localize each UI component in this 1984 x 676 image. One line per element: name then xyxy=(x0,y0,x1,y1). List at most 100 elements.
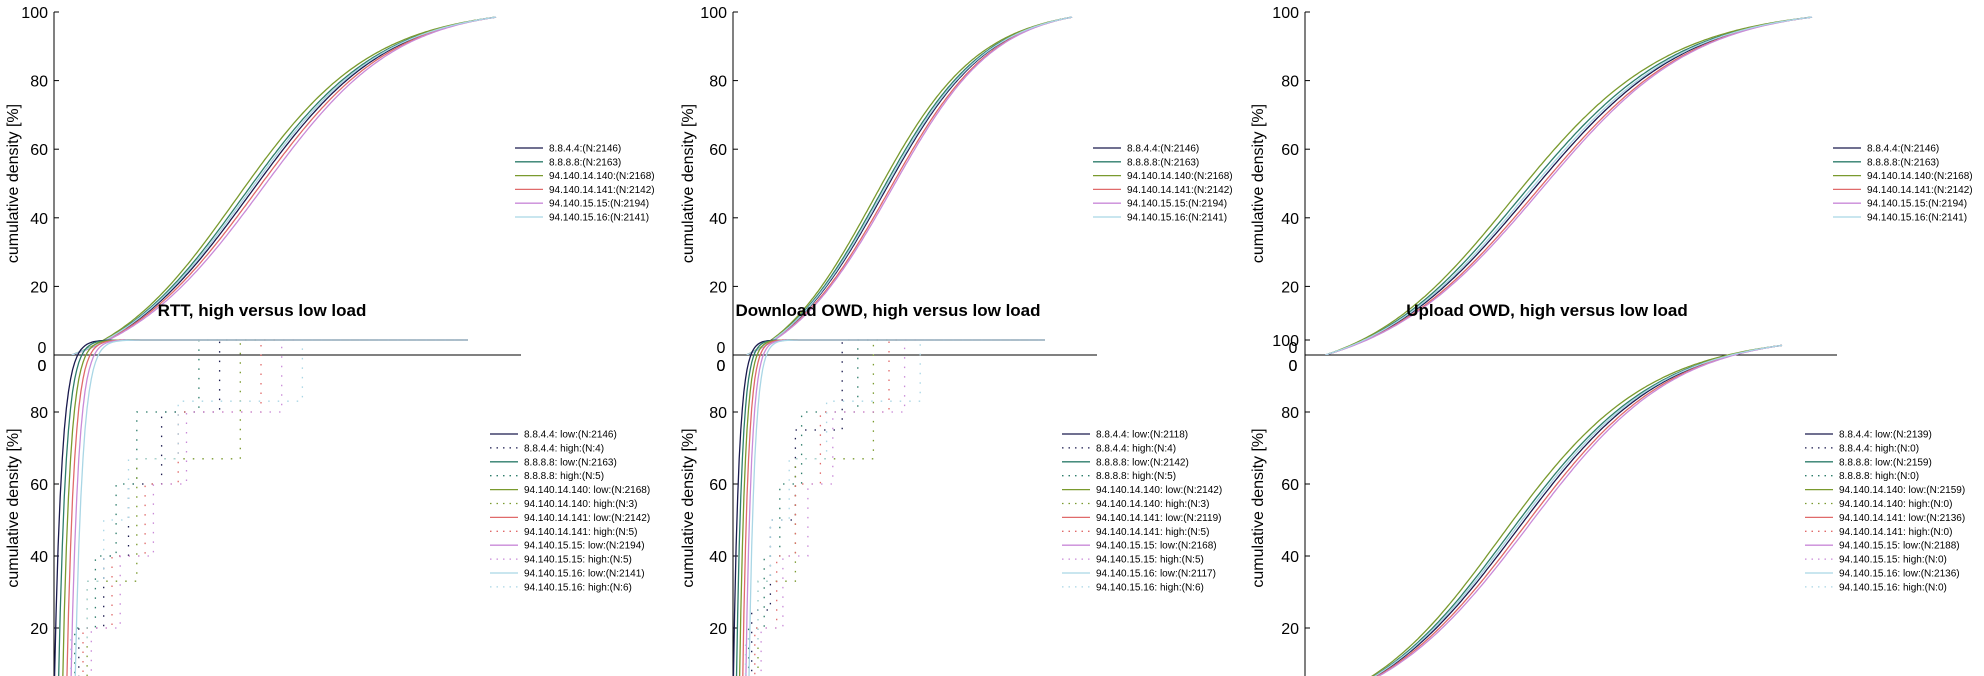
plot-area xyxy=(746,16,1073,355)
legend-label: 8.8.4.4: low:(N:2118) xyxy=(1096,430,1188,441)
legend-label: 94.140.14.141: low:(N:2119) xyxy=(1096,513,1221,524)
y-tick-label: 60 xyxy=(30,477,48,494)
series-line xyxy=(1376,344,1783,676)
legend-label: 94.140.14.141: high:(N:5) xyxy=(1096,527,1209,538)
legend-label: 94.140.14.141: low:(N:2136) xyxy=(1839,513,1965,524)
series-line xyxy=(1325,16,1813,355)
legend-label: 94.140.14.140:(N:2168) xyxy=(549,171,655,182)
legend-label: 94.140.15.16: low:(N:2141) xyxy=(524,569,645,580)
y-tick-label: 40 xyxy=(709,211,727,228)
series-line xyxy=(1374,344,1783,676)
legend-label: 8.8.4.4:(N:2146) xyxy=(1127,144,1199,155)
legend-label: 94.140.14.141:(N:2142) xyxy=(549,185,655,196)
legend: 8.8.4.4: low:(N:2139) 8.8.4.4: high:(N:0)… xyxy=(1805,430,1965,593)
y-tick-label: 80 xyxy=(709,405,727,422)
legend-label: 94.140.15.15: high:(N:5) xyxy=(524,555,632,566)
legend-label: 94.140.15.16:(N:2141) xyxy=(549,213,649,224)
y-tick-label: 80 xyxy=(1281,405,1299,422)
legend-label: 94.140.14.141: high:(N:0) xyxy=(1839,527,1952,538)
series-line xyxy=(70,339,468,676)
series-line xyxy=(746,16,1073,355)
chart-panel-5: 20 40 60 80 0 cumulative density [%] Download … xyxy=(680,301,1222,676)
y-tick-label: 40 xyxy=(1281,549,1299,566)
y-tick-label: 40 xyxy=(1281,211,1299,228)
legend-label: 8.8.4.4: low:(N:2146) xyxy=(524,430,617,441)
legend-label: 94.140.14.140:(N:2168) xyxy=(1127,171,1233,182)
legend-label: 94.140.14.141:(N:2142) xyxy=(1127,185,1233,196)
y-tick-label: 60 xyxy=(1281,477,1299,494)
plot-area xyxy=(53,339,468,676)
legend-label: 94.140.14.140: high:(N:0) xyxy=(1839,499,1952,510)
y-tick-label: 60 xyxy=(1281,142,1299,159)
series-line xyxy=(62,339,468,676)
legend-label: 94.140.15.16: high:(N:0) xyxy=(1839,582,1947,593)
series-line xyxy=(746,16,1073,355)
legend-label: 94.140.14.140: low:(N:2142) xyxy=(1096,485,1222,496)
legend-label: 8.8.4.4:(N:2146) xyxy=(1867,144,1939,155)
x-tick-label: 0 xyxy=(717,340,726,357)
plot-area xyxy=(71,16,497,355)
x-tick-label: 0 xyxy=(1289,358,1298,375)
y-tick-label: 20 xyxy=(1281,621,1299,638)
legend: 8.8.4.4: low:(N:2146) 8.8.4.4: high:(N:4)… xyxy=(490,430,650,593)
y-tick-label: 20 xyxy=(30,279,48,296)
series-line xyxy=(1377,344,1783,676)
y-tick-label: 20 xyxy=(709,279,727,296)
series-line xyxy=(58,339,468,676)
legend-label: 8.8.4.4: low:(N:2139) xyxy=(1839,430,1932,441)
series-line xyxy=(1373,344,1783,676)
y-axis-label: cumulative density [%] xyxy=(680,428,697,587)
legend: 8.8.4.4: low:(N:2118) 8.8.4.4: high:(N:4)… xyxy=(1062,430,1222,593)
y-tick-label: 100 xyxy=(1272,5,1299,22)
y-tick-label: 60 xyxy=(709,142,727,159)
x-tick-label: 0 xyxy=(38,340,47,357)
y-tick-label: 60 xyxy=(30,142,48,159)
series-step-dotted xyxy=(86,339,468,676)
y-tick-label: 100 xyxy=(700,5,727,22)
y-tick-label: 20 xyxy=(30,621,48,638)
legend-label: 94.140.15.15: low:(N:2188) xyxy=(1839,541,1960,552)
series-step-dotted xyxy=(82,339,468,676)
legend-label: 94.140.14.141:(N:2142) xyxy=(1867,185,1973,196)
legend-label: 8.8.8.8:(N:2163) xyxy=(1127,157,1199,168)
x-tick-label: 0 xyxy=(38,358,47,375)
series-line xyxy=(1325,16,1813,355)
series-step-dotted xyxy=(74,339,468,676)
y-axis-label: cumulative density [%] xyxy=(5,104,22,263)
series-line xyxy=(74,339,468,676)
y-tick-label: 80 xyxy=(1281,74,1299,91)
legend-label: 94.140.14.140: high:(N:3) xyxy=(524,499,637,510)
legend: 8.8.4.4:(N:2146) 8.8.8.8:(N:2163) 94.140.1… xyxy=(1833,144,1973,224)
y-tick-label: 100 xyxy=(1272,333,1299,350)
x-tick-label: 0 xyxy=(1289,340,1298,357)
y-tick-label: 80 xyxy=(709,74,727,91)
legend-label: 8.8.4.4: high:(N:4) xyxy=(1096,443,1176,454)
legend-label: 94.140.15.15: low:(N:2168) xyxy=(1096,541,1217,552)
y-tick-label: 80 xyxy=(30,405,48,422)
series-line xyxy=(71,16,497,355)
legend-label: 94.140.14.140: high:(N:3) xyxy=(1096,499,1209,510)
series-step-dotted xyxy=(90,339,468,676)
y-axis-label: cumulative density [%] xyxy=(5,428,22,587)
plot-area xyxy=(732,339,1045,676)
chart-title: Download OWD, high versus low load xyxy=(735,301,1040,320)
y-tick-label: 20 xyxy=(709,621,727,638)
x-tick-label: 0 xyxy=(717,358,726,375)
legend-label: 8.8.8.8: high:(N:5) xyxy=(1096,471,1176,482)
series-line xyxy=(1371,344,1783,676)
chart-panel-1: 20 40 60 80 100 00 cumulative density [%] 8.8.4… xyxy=(5,5,655,375)
legend-label: 8.8.8.8:(N:2163) xyxy=(1867,157,1939,168)
legend-label: 94.140.15.15:(N:2194) xyxy=(1867,199,1967,210)
legend-label: 94.140.15.15:(N:2194) xyxy=(549,199,649,210)
legend-label: 94.140.15.15: high:(N:5) xyxy=(1096,555,1204,566)
series-line xyxy=(748,339,1045,676)
series-line xyxy=(746,16,1073,355)
legend-label: 8.8.4.4: high:(N:0) xyxy=(1839,443,1919,454)
y-tick-label: 80 xyxy=(30,74,48,91)
chart-title: Upload OWD, high versus low load xyxy=(1406,301,1687,320)
x-tick-label: 0 xyxy=(717,358,726,375)
x-tick-label: 0 xyxy=(38,358,47,375)
legend-label: 8.8.8.8: low:(N:2163) xyxy=(524,457,617,468)
